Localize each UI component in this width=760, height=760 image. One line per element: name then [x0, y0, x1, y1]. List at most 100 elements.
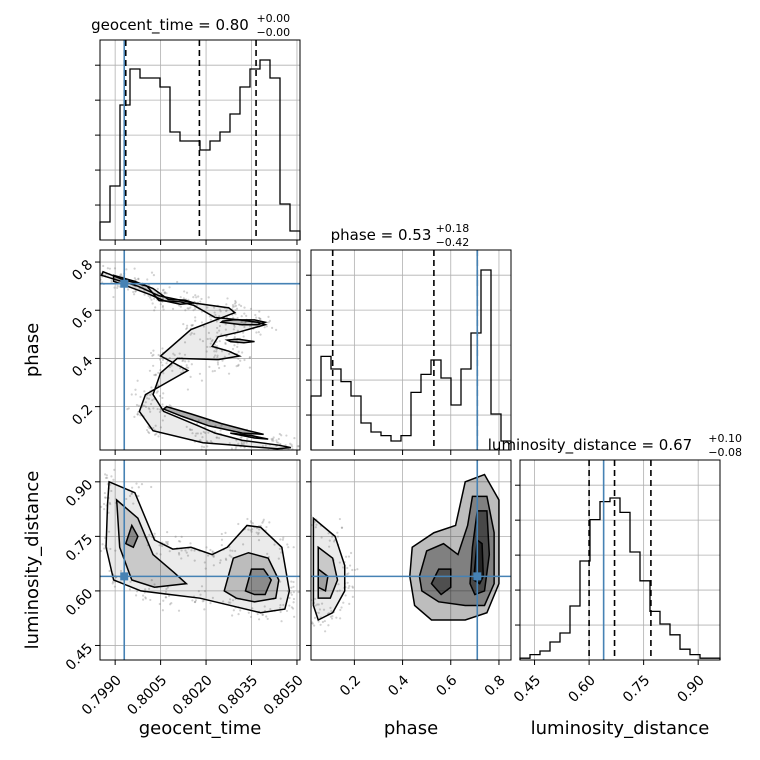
- sample-point: [265, 325, 268, 328]
- sample-point: [184, 549, 187, 552]
- sample-point: [218, 561, 222, 564]
- sample-point: [236, 317, 239, 320]
- sample-point: [156, 407, 159, 411]
- sample-point: [275, 439, 278, 442]
- sample-point: [215, 345, 219, 348]
- sample-point: [193, 549, 196, 552]
- sample-point: [125, 268, 128, 271]
- sample-point: [233, 302, 237, 305]
- sample-point: [237, 363, 240, 366]
- sample-point: [154, 306, 157, 309]
- sample-point: [265, 615, 268, 618]
- sample-point: [224, 309, 228, 313]
- sample-point: [291, 447, 294, 450]
- sample-point: [269, 607, 272, 611]
- sample-point: [225, 303, 228, 306]
- sample-point: [158, 602, 161, 606]
- sample-point: [192, 296, 195, 299]
- sample-point: [243, 358, 246, 362]
- sample-point: [234, 549, 237, 553]
- sample-point: [225, 316, 229, 319]
- sample-point: [342, 566, 345, 569]
- sample-point: [231, 303, 235, 307]
- sample-point: [193, 600, 197, 604]
- sample-point: [180, 535, 183, 538]
- sample-point: [268, 319, 272, 323]
- sample-point: [218, 308, 221, 311]
- panel-contents: [92, 250, 300, 453]
- sample-point: [209, 602, 212, 605]
- sample-point: [156, 287, 159, 290]
- sample-point: [242, 335, 245, 338]
- sample-point: [205, 350, 208, 353]
- sample-point: [234, 312, 237, 316]
- sample-point: [215, 436, 219, 439]
- sample-point: [92, 274, 94, 276]
- sample-point: [131, 486, 134, 489]
- sample-point: [194, 316, 197, 319]
- sample-point: [211, 338, 214, 342]
- sample-point: [209, 548, 212, 552]
- sample-point: [215, 436, 218, 439]
- sample-point: [276, 451, 278, 453]
- contour-line: [418, 495, 495, 607]
- title-subscript: −0.42: [436, 236, 470, 249]
- sample-point: [202, 430, 205, 434]
- sample-point: [221, 359, 224, 362]
- panel-title-geocent_time: geocent_time = 0.80 +0.00−0.00: [91, 12, 290, 39]
- x-tick-label-luminosity_distance: 0.90: [675, 672, 708, 705]
- sample-point: [95, 271, 97, 273]
- sample-point: [185, 425, 188, 428]
- density-fill: [224, 552, 279, 602]
- sample-point: [109, 547, 112, 551]
- sample-point: [113, 286, 116, 289]
- sample-point: [111, 582, 114, 585]
- sample-point: [225, 309, 228, 312]
- sample-point: [130, 393, 133, 396]
- sample-point: [330, 609, 333, 613]
- sample-point: [213, 306, 216, 309]
- sample-point: [224, 323, 227, 326]
- sample-point: [305, 531, 307, 533]
- sample-point: [130, 492, 133, 496]
- sample-point: [258, 618, 261, 621]
- sample-point: [257, 331, 260, 334]
- sample-point: [214, 313, 217, 317]
- sample-point: [313, 616, 317, 619]
- sample-point: [200, 445, 204, 448]
- sample-point: [168, 356, 171, 360]
- sample-point: [241, 351, 244, 354]
- sample-point: [346, 581, 349, 584]
- sample-point: [220, 538, 224, 541]
- sample-point: [224, 557, 228, 560]
- sample-point: [185, 366, 188, 369]
- sample-point: [234, 309, 237, 312]
- sample-point: [267, 321, 270, 324]
- sample-point: [161, 347, 164, 350]
- contour-line: [162, 405, 264, 436]
- sample-point: [321, 620, 324, 624]
- sample-point: [296, 445, 299, 448]
- sample-point: [239, 609, 242, 612]
- sample-point: [146, 397, 149, 400]
- sample-point: [159, 553, 162, 556]
- sample-point: [286, 590, 289, 593]
- sample-point: [218, 315, 221, 318]
- sample-point: [142, 598, 145, 601]
- sample-point: [275, 328, 278, 331]
- sample-point: [265, 525, 268, 529]
- sample-point: [280, 434, 283, 437]
- sample-point: [209, 342, 212, 345]
- sample-point: [191, 599, 194, 602]
- sample-point: [104, 476, 108, 480]
- sample-point: [114, 549, 117, 552]
- sample-point: [279, 597, 282, 600]
- sample-point: [215, 350, 218, 353]
- sample-point: [206, 445, 209, 448]
- sample-point: [279, 610, 282, 614]
- sample-point: [205, 440, 208, 443]
- sample-point: [218, 366, 221, 370]
- sample-point: [277, 437, 280, 441]
- sample-point: [300, 590, 302, 592]
- sample-point: [288, 604, 291, 607]
